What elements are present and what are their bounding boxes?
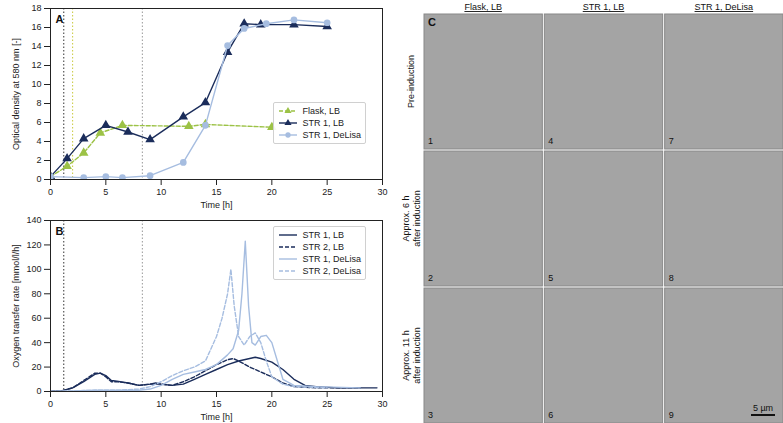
svg-text:80: 80	[31, 289, 41, 299]
svg-text:6: 6	[36, 117, 41, 127]
svg-text:12: 12	[31, 60, 41, 70]
svg-text:Approx. 6 hafter induction: Approx. 6 hafter induction	[401, 190, 422, 247]
html-text:STR 1, LB: STR 1, LB	[302, 230, 344, 240]
svg-text:8: 8	[669, 273, 674, 283]
svg-text:C: C	[428, 16, 436, 28]
svg-text:10: 10	[31, 79, 41, 89]
svg-text:4: 4	[36, 136, 41, 146]
html-text:STR 1, DeLisa: STR 1, DeLisa	[302, 130, 361, 140]
svg-text:1: 1	[428, 136, 433, 146]
svg-text:Flask, LB: Flask, LB	[464, 2, 502, 12]
html-text:STR 1, DeLisa: STR 1, DeLisa	[302, 254, 361, 264]
svg-text:9: 9	[669, 410, 674, 420]
svg-text:Pre-induction: Pre-induction	[406, 55, 416, 108]
svg-text:40: 40	[31, 338, 41, 348]
svg-text:6: 6	[548, 410, 553, 420]
svg-text:25: 25	[322, 187, 332, 197]
svg-text:STR 1, DeLisa: STR 1, DeLisa	[695, 2, 754, 12]
html-text:STR 1, LB: STR 1, LB	[302, 118, 344, 128]
svg-text:100: 100	[26, 264, 41, 274]
svg-text:4: 4	[548, 136, 553, 146]
svg-text:Approx. 11 hafter induction: Approx. 11 hafter induction	[401, 327, 422, 384]
svg-text:7: 7	[669, 136, 674, 146]
svg-text:30: 30	[377, 399, 387, 409]
svg-text:15: 15	[211, 187, 221, 197]
svg-text:5: 5	[103, 399, 108, 409]
html-text:STR 2, DeLisa: STR 2, DeLisa	[302, 266, 361, 276]
svg-text:25: 25	[322, 399, 332, 409]
html-text:Flask, LB: Flask, LB	[302, 106, 340, 116]
svg-text:STR 1, LB: STR 1, LB	[583, 2, 625, 12]
svg-text:30: 30	[377, 187, 387, 197]
svg-text:0: 0	[36, 386, 41, 396]
svg-text:8: 8	[36, 98, 41, 108]
html-text:STR 2, LB: STR 2, LB	[302, 242, 344, 252]
svg-text:0: 0	[48, 399, 53, 409]
svg-text:5: 5	[548, 273, 553, 283]
svg-text:18: 18	[31, 3, 41, 13]
svg-text:10: 10	[156, 187, 166, 197]
svg-text:2: 2	[36, 155, 41, 165]
svg-text:0: 0	[48, 187, 53, 197]
svg-text:Time [h]: Time [h]	[200, 200, 232, 210]
svg-text:3: 3	[428, 410, 433, 420]
svg-text:20: 20	[267, 187, 277, 197]
svg-text:14: 14	[31, 41, 41, 51]
svg-text:Time [h]: Time [h]	[200, 412, 232, 422]
svg-text:140: 140	[26, 215, 41, 225]
svg-text:20: 20	[31, 362, 41, 372]
svg-text:A: A	[56, 13, 64, 25]
svg-text:15: 15	[211, 399, 221, 409]
svg-text:10: 10	[156, 399, 166, 409]
svg-text:120: 120	[26, 240, 41, 250]
svg-text:Optical density at 580 nm [-]: Optical density at 580 nm [-]	[11, 38, 21, 150]
svg-text:Oxygen transfer rate [mmol/l/h: Oxygen transfer rate [mmol/l/h]	[11, 244, 21, 368]
svg-text:5 µm: 5 µm	[753, 403, 773, 413]
svg-text:5: 5	[103, 187, 108, 197]
svg-text:60: 60	[31, 313, 41, 323]
svg-text:2: 2	[428, 273, 433, 283]
svg-text:B: B	[56, 225, 64, 237]
svg-text:20: 20	[267, 399, 277, 409]
svg-text:0: 0	[36, 174, 41, 184]
svg-text:16: 16	[31, 22, 41, 32]
